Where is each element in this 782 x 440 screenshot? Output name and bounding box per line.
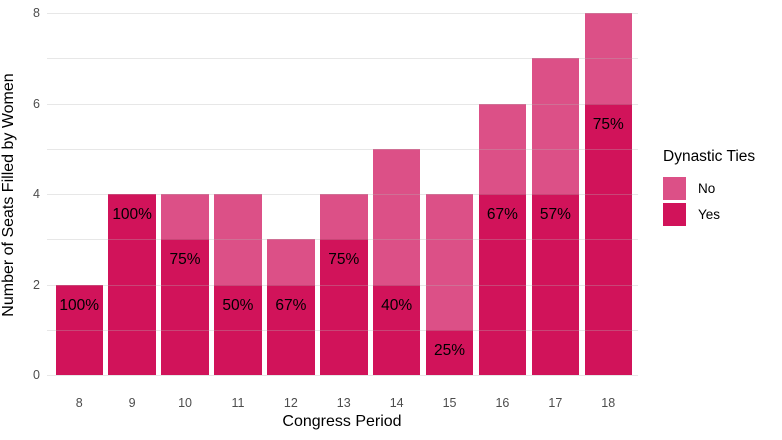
x-tick-label: 14 <box>389 396 404 410</box>
bar-segment-yes <box>372 284 421 375</box>
plot-area: 100% 100% 75% 50% 67% 75% 40% 25% 67% 57% 75% <box>47 8 638 380</box>
bar-segment-no <box>320 194 368 240</box>
bar-segment-no <box>161 194 209 240</box>
gridline <box>47 375 638 376</box>
x-tick-label: 15 <box>442 396 457 410</box>
legend-label: No <box>698 180 716 196</box>
y-tick-label: 4 <box>33 187 40 201</box>
x-tick-label: 12 <box>283 396 298 410</box>
legend-item-yes: Yes <box>663 202 781 226</box>
bar-segment-yes <box>478 194 527 375</box>
bar-segment-yes <box>320 239 368 375</box>
x-tick-label: 13 <box>336 396 351 410</box>
bar-segment-yes <box>584 103 632 375</box>
x-tick-label: 11 <box>231 396 245 410</box>
legend-items: No Yes <box>659 176 781 226</box>
bar-segment-no <box>267 239 315 285</box>
y-tick-label: 6 <box>33 96 40 111</box>
bar-segment-yes <box>531 194 580 375</box>
bar-segment-yes <box>161 239 209 375</box>
x-tick-label: 18 <box>601 396 616 410</box>
bar-segment-no <box>214 194 262 285</box>
legend-label: Yes <box>698 206 721 222</box>
x-tick-label: 16 <box>495 396 510 410</box>
bar-segment-no <box>531 58 580 194</box>
legend: Dynastic Ties No Yes <box>659 148 781 228</box>
bar-segment-yes <box>214 284 262 375</box>
legend-swatch <box>663 176 686 200</box>
bar-segment-yes <box>55 284 103 375</box>
legend-item-no: No <box>663 176 781 200</box>
legend-title: Dynastic Ties <box>663 148 756 165</box>
y-tick-label: 0 <box>33 368 40 382</box>
bar-segment-yes <box>267 284 315 375</box>
legend-swatch <box>663 202 686 226</box>
bar-segment-no <box>425 194 474 330</box>
x-tick-label: 10 <box>178 396 192 410</box>
y-tick-label: 8 <box>33 6 40 20</box>
bar-segment-yes <box>425 329 474 375</box>
bar-segment-yes <box>108 194 156 375</box>
bar-segment-no <box>372 148 421 285</box>
gridline <box>47 13 638 14</box>
x-tick-label: 9 <box>128 396 136 410</box>
bar-segment-no <box>584 13 632 104</box>
bar-segment-no <box>478 103 527 194</box>
x-tick-label: 17 <box>548 396 563 410</box>
x-tick-label: 8 <box>75 396 83 410</box>
y-tick-label: 2 <box>33 277 40 292</box>
x-axis-title: Congress Period <box>282 413 402 430</box>
